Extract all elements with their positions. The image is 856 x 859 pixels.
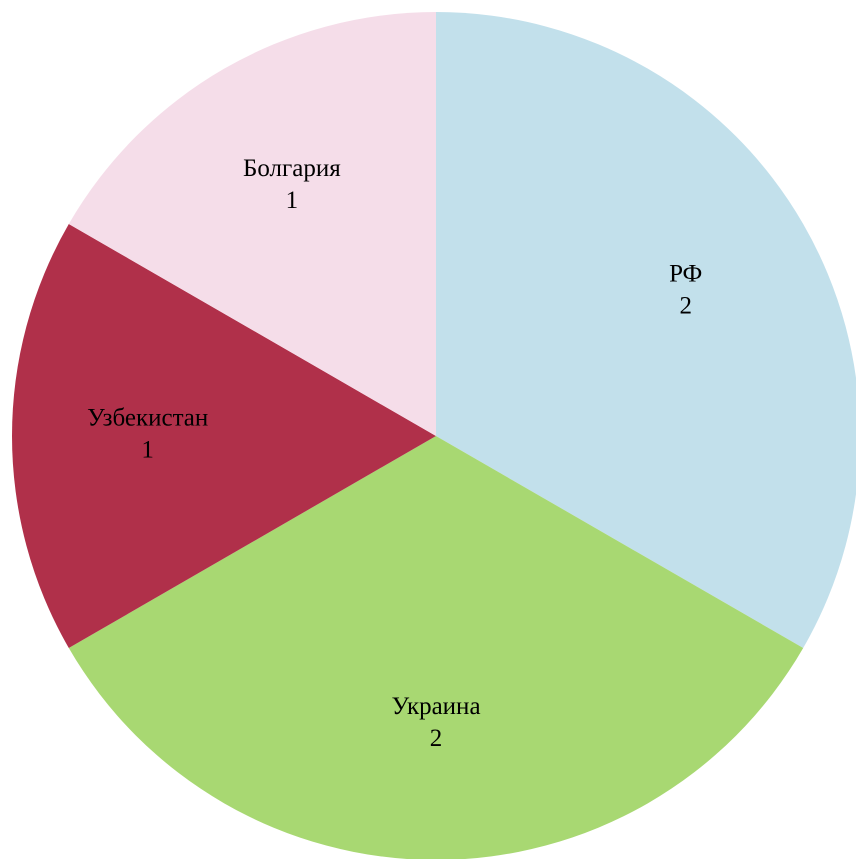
slice-label: Болгария xyxy=(243,155,341,182)
slice-value: 2 xyxy=(430,725,443,752)
slice-label: РФ xyxy=(669,261,702,288)
pie-slice xyxy=(68,12,436,436)
pie-slice xyxy=(11,224,437,648)
slice-value: 2 xyxy=(679,293,692,320)
slice-label: Украина xyxy=(391,693,480,720)
slice-label: Узбекистан xyxy=(87,405,208,432)
pie-slice xyxy=(68,436,804,859)
slice-value: 1 xyxy=(286,187,299,214)
pie-slice xyxy=(436,12,856,648)
slice-value: 1 xyxy=(141,437,154,464)
